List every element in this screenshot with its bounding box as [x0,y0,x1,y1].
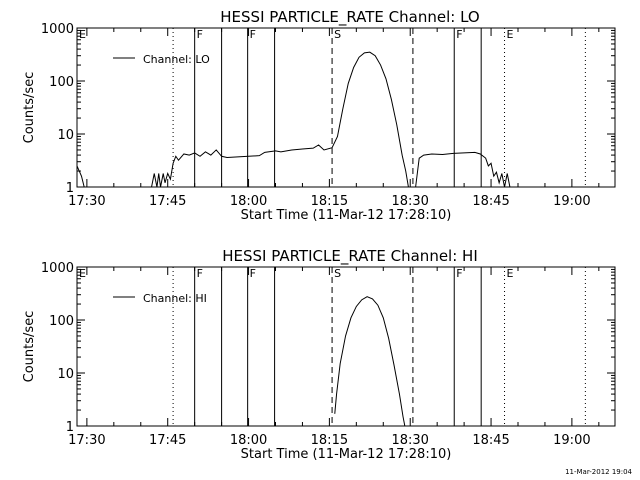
y-tick-label: 1000 [41,22,74,37]
x-tick-label: 19:00 [553,433,590,448]
event-marker-label: F [250,267,256,280]
event-marker-label: F [456,267,462,280]
plot-timestamp: 11-Mar-2012 19:04 [565,468,632,476]
y-axis-label: Counts/sec [22,311,37,383]
y-tick-label: 1000 [41,261,74,276]
plot-frame [76,27,616,188]
x-tick-label: 18:15 [311,433,348,448]
event-marker-label: F [197,28,203,41]
x-tick-label: 18:45 [472,194,509,209]
event-marker-label: S [334,267,341,280]
x-tick-label: 18:00 [230,433,267,448]
x-tick-label: 19:00 [553,194,590,209]
y-tick-label: 100 [49,75,74,90]
x-tick-label: 17:30 [68,433,105,448]
legend-label: Channel: HI [143,292,207,305]
event-marker-label: F [250,28,256,41]
plot-frame [76,266,616,427]
event-marker-label: F [197,267,203,280]
x-axis-label: Start Time (11-Mar-12 17:28:10) [241,447,452,462]
x-tick-label: 18:30 [391,194,428,209]
x-axis-label: Start Time (11-Mar-12 17:28:10) [241,208,452,223]
y-tick-label: 1 [66,181,74,196]
event-marker-label: E [507,267,514,280]
y-axis-label: Counts/sec [22,72,37,144]
legend-label: Channel: LO [143,53,210,66]
event-marker-label: E [507,28,514,41]
x-tick-label: 18:45 [472,433,509,448]
y-tick-label: 1 [66,420,74,435]
chart-title: HESSI PARTICLE_RATE Channel: HI [222,247,478,266]
x-tick-label: 18:15 [311,194,348,209]
x-tick-label: 17:45 [149,433,186,448]
x-tick-label: 18:00 [230,194,267,209]
series-line [334,296,406,427]
x-tick-label: 17:30 [68,194,105,209]
series-line [76,51,511,188]
event-marker-label: E [79,267,86,280]
event-marker-label: F [456,28,462,41]
event-marker-label: S [334,28,341,41]
y-tick-label: 10 [57,367,74,382]
y-tick-label: 100 [49,314,74,329]
x-tick-label: 17:45 [149,194,186,209]
chart-title: HESSI PARTICLE_RATE Channel: LO [220,8,479,27]
event-marker-label: E [79,28,86,41]
y-tick-label: 10 [57,128,74,143]
x-tick-label: 18:30 [391,433,428,448]
